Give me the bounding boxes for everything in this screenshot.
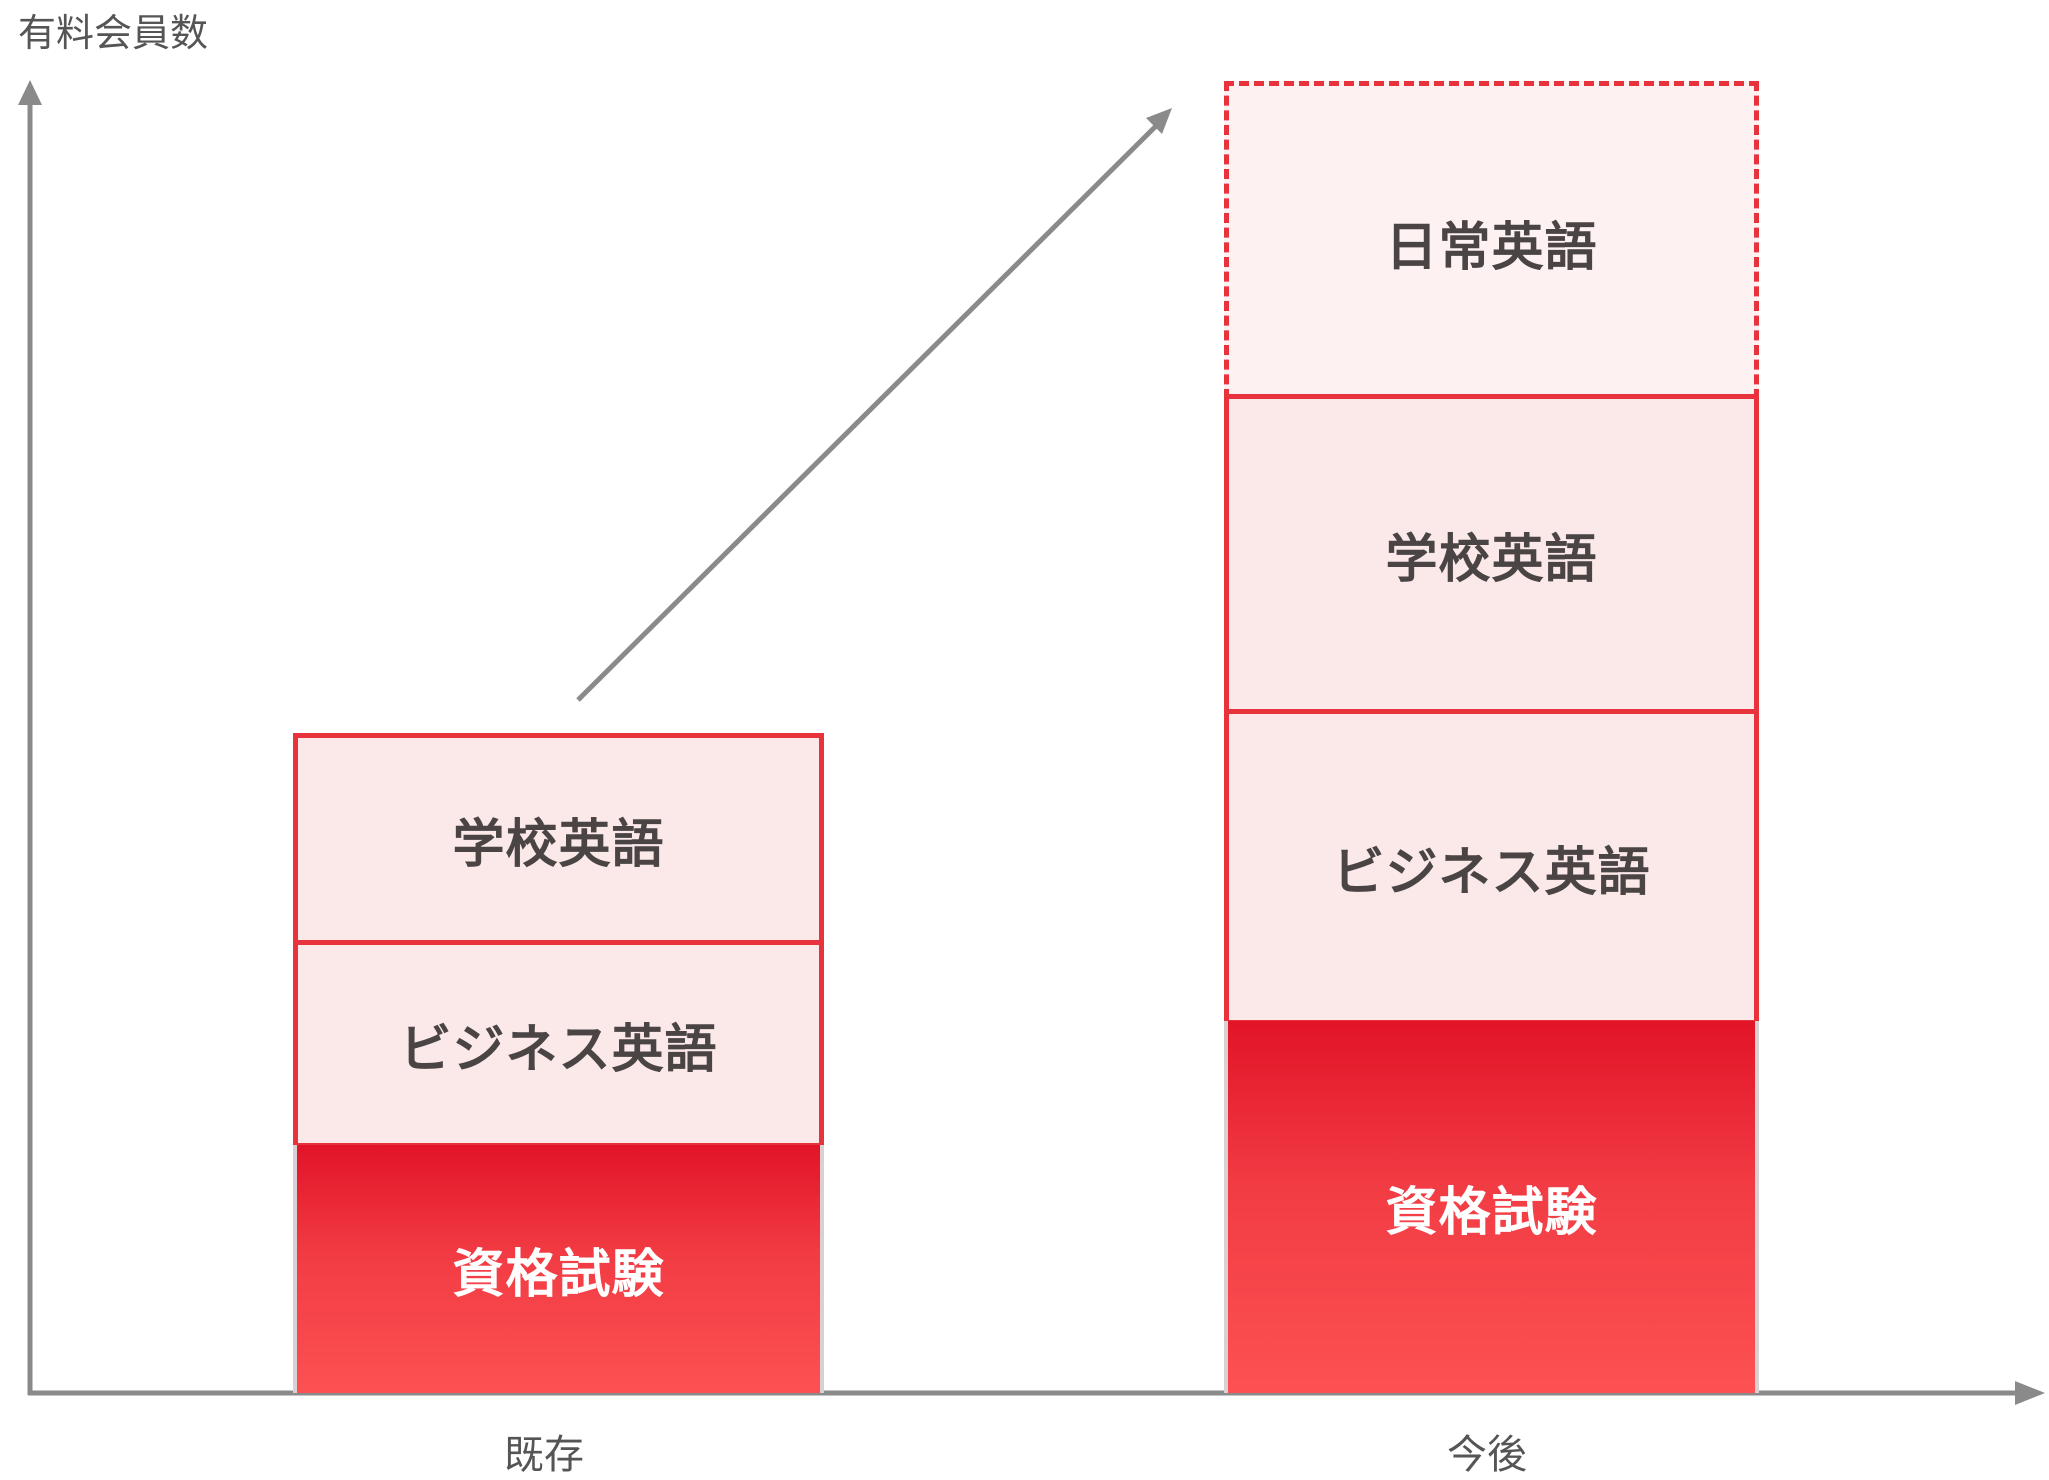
segment-label: 日常英語	[1385, 218, 1598, 278]
segment-school-english: 学校英語	[293, 733, 824, 945]
segment-label: 資格試験	[1385, 1182, 1598, 1243]
segment-label: 学校英語	[452, 814, 665, 875]
segment-label: ビジネス英語	[399, 1019, 718, 1080]
segment-qualification-exam: 資格試験	[293, 1145, 824, 1393]
segment-business-english: ビジネス英語	[293, 940, 824, 1148]
x-label-existing: 既存	[504, 1432, 584, 1478]
segment-label: 学校英語	[1385, 529, 1598, 590]
segment-school-english: 学校英語	[1224, 394, 1759, 714]
segment-label: 資格試験	[452, 1244, 665, 1305]
x-axis-arrow-icon	[2015, 1381, 2045, 1405]
bar-existing: 学校英語 ビジネス英語 資格試験	[293, 733, 824, 1393]
growth-arrow-line	[576, 122, 1160, 702]
x-label-future: 今後	[1447, 1432, 1527, 1478]
arrow-up-right-icon	[1146, 108, 1172, 134]
segment-qualification-exam: 資格試験	[1224, 1021, 1759, 1393]
segment-label: ビジネス英語	[1332, 842, 1651, 903]
y-axis-title: 有料会員数	[18, 11, 209, 55]
segment-business-english: ビジネス英語	[1224, 709, 1759, 1025]
y-axis-arrow-icon	[18, 80, 42, 105]
segment-daily-english: 日常英語	[1224, 81, 1759, 399]
bar-future: 日常英語 学校英語 ビジネス英語 資格試験	[1224, 81, 1759, 1393]
